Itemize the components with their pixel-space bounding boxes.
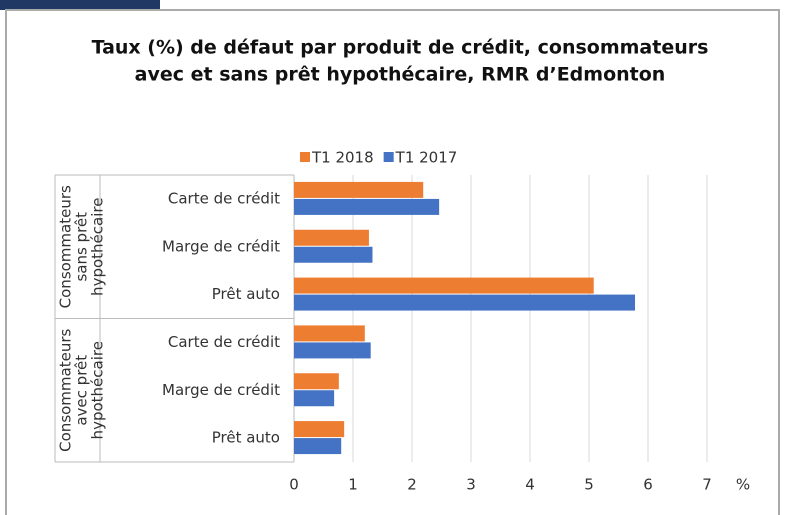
corner-tab	[0, 0, 160, 10]
group-label: Consommateurs	[57, 328, 75, 451]
bar	[294, 294, 636, 311]
group-label: sans prêt	[73, 212, 91, 282]
y-tick-label: Carte de crédit	[168, 189, 280, 207]
y-tick-label: Prêt auto	[212, 285, 280, 303]
y-tick-label: Marge de crédit	[162, 237, 280, 255]
x-tick-label: 7	[702, 476, 712, 494]
bar	[294, 229, 369, 246]
chart-title: avec et sans prêt hypothécaire, RMR d’Ed…	[135, 64, 666, 86]
legend-swatch	[300, 152, 310, 162]
legend-swatch	[383, 152, 394, 162]
bar	[294, 198, 440, 215]
legend-label: T1 2017	[395, 149, 458, 167]
group-label: avec prêt	[73, 355, 91, 426]
bar	[294, 342, 371, 359]
group-label: hypothécaire	[89, 198, 107, 296]
group-label: Consommateurs	[57, 185, 75, 308]
x-axis-label: %	[736, 476, 750, 494]
x-tick-label: 3	[466, 476, 476, 494]
y-tick-label: Prêt auto	[212, 429, 280, 447]
x-tick-label: 0	[289, 476, 299, 494]
bar	[294, 438, 342, 455]
x-tick-label: 1	[348, 476, 358, 494]
group-label: hypothécaire	[89, 341, 107, 439]
bar	[294, 246, 373, 263]
frame	[5, 9, 780, 515]
x-tick-label: 6	[643, 476, 653, 494]
x-tick-label: 2	[407, 476, 417, 494]
bar	[294, 390, 335, 407]
bar	[294, 181, 424, 198]
bar	[294, 325, 365, 342]
legend-label: T1 2018	[311, 149, 374, 167]
y-tick-label: Marge de crédit	[162, 381, 280, 399]
x-tick-label: 5	[584, 476, 594, 494]
y-tick-label: Carte de crédit	[168, 333, 280, 351]
chart-title: Taux (%) de défaut par produit de crédit…	[92, 37, 709, 59]
bar	[294, 421, 345, 438]
x-tick-label: 4	[525, 476, 535, 494]
bar	[294, 277, 594, 294]
bar	[294, 373, 339, 390]
